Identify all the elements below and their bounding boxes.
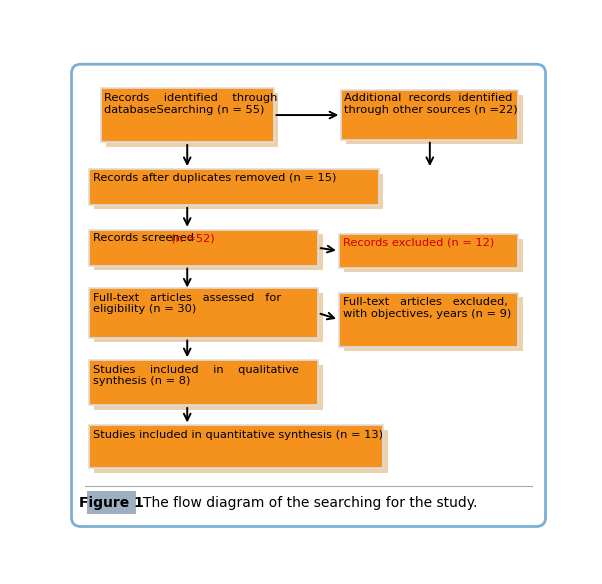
FancyBboxPatch shape [89, 360, 318, 405]
Text: Full-text   articles   assessed   for
eligibility (n = 30): Full-text articles assessed for eligibil… [93, 293, 281, 314]
FancyBboxPatch shape [89, 169, 379, 205]
Text: Records    identified    through
databaseSearching (n = 55): Records identified through databaseSearc… [104, 93, 278, 115]
Text: Records after duplicates removed (n = 15): Records after duplicates removed (n = 15… [93, 173, 337, 183]
Text: Studies    included    in    qualitative
synthesis (n = 8): Studies included in qualitative synthesi… [93, 364, 299, 386]
Text: Full-text   articles   excluded,
with objectives, years (n = 9): Full-text articles excluded, with object… [343, 297, 511, 319]
Text: Figure 1: Figure 1 [79, 496, 144, 510]
FancyBboxPatch shape [344, 297, 523, 351]
FancyBboxPatch shape [94, 173, 383, 210]
FancyBboxPatch shape [94, 364, 323, 409]
FancyBboxPatch shape [344, 239, 523, 273]
FancyBboxPatch shape [89, 288, 318, 338]
FancyBboxPatch shape [341, 91, 518, 140]
FancyBboxPatch shape [94, 234, 323, 270]
FancyBboxPatch shape [87, 491, 136, 515]
FancyBboxPatch shape [89, 425, 383, 468]
FancyBboxPatch shape [339, 234, 518, 268]
FancyBboxPatch shape [105, 93, 278, 147]
Text: Records excluded (n = 12): Records excluded (n = 12) [343, 237, 494, 248]
Text: (n =52): (n =52) [171, 234, 214, 244]
FancyBboxPatch shape [89, 230, 318, 266]
Text: Additional  records  identified
through other sources (n =22): Additional records identified through ot… [344, 93, 518, 115]
FancyBboxPatch shape [346, 95, 523, 144]
FancyBboxPatch shape [94, 430, 388, 472]
Text: Studies included in quantitative synthesis (n = 13): Studies included in quantitative synthes… [93, 430, 383, 440]
Text: Records screened: Records screened [93, 234, 197, 244]
FancyBboxPatch shape [101, 88, 273, 142]
FancyBboxPatch shape [339, 293, 518, 347]
Text: The flow diagram of the searching for the study.: The flow diagram of the searching for th… [143, 496, 477, 510]
FancyBboxPatch shape [72, 64, 545, 527]
FancyBboxPatch shape [94, 293, 323, 342]
